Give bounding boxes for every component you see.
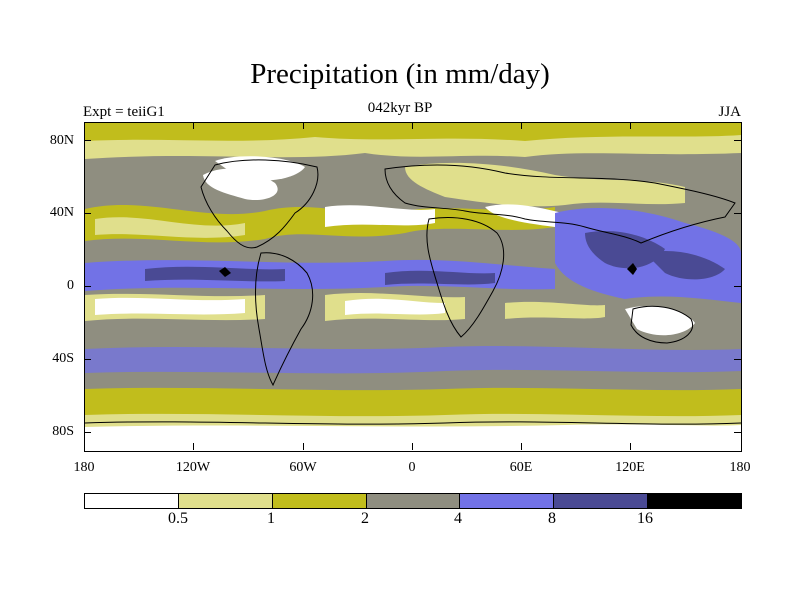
colorbar-swatch — [85, 494, 179, 508]
field-8-16-itcz-atlantic — [385, 270, 495, 285]
dry-se-pacific — [95, 297, 245, 315]
lat-tick — [84, 140, 91, 141]
field-8-16-west-pacific — [645, 250, 725, 280]
lat-tick — [734, 213, 741, 214]
colorbar — [84, 493, 742, 509]
lat-tick — [84, 286, 91, 287]
lon-tick — [630, 122, 631, 129]
lat-tick — [734, 432, 741, 433]
field-16plus-itcz — [219, 267, 231, 277]
coast-australia — [630, 305, 693, 344]
dry-north-america — [203, 168, 278, 201]
lon-tick — [303, 443, 304, 450]
field-4-8-sh-stormtrack — [85, 346, 741, 374]
lat-tick — [84, 432, 91, 433]
coast-antarctica — [85, 421, 741, 425]
field-8-16-itcz-pacific — [145, 266, 285, 282]
dry-sh-atlantic — [345, 298, 445, 315]
colorbar-swatch — [272, 494, 367, 508]
colorbar-swatch — [178, 494, 273, 508]
experiment-label: Expt = teiiG1 — [83, 104, 165, 120]
lon-tick — [193, 443, 194, 450]
field-0.5-1-eurasia — [405, 162, 685, 207]
time-label: 042kyr BP — [367, 100, 433, 116]
colorbar-label-0.5: 0.5 — [168, 510, 188, 527]
lat-label-0: 0 — [67, 278, 74, 293]
field-0.5-1-nh-pacific — [95, 217, 245, 238]
field-1-2-southern-ocean — [85, 387, 741, 423]
lat-tick — [84, 213, 91, 214]
field-8-16-bay-of-bengal — [585, 230, 665, 269]
dry-australia — [625, 305, 695, 336]
colorbar-swatch — [554, 494, 649, 508]
lat-label-80n: 80N — [49, 133, 74, 148]
lat-tick — [734, 359, 741, 360]
lon-tick — [521, 122, 522, 129]
colorbar-label-2: 2 — [361, 510, 369, 527]
colorbar-label-4: 4 — [454, 510, 462, 527]
lon-label-60e: 60E — [509, 460, 533, 475]
lat-label-80s: 80S — [52, 424, 74, 439]
map-plot-area — [84, 122, 742, 452]
lon-tick — [412, 122, 413, 129]
lon-tick — [412, 443, 413, 450]
colorbar-label-1: 1 — [267, 510, 275, 527]
lon-label-0: 0 — [408, 460, 416, 475]
field-0.5-1-south-indian — [505, 301, 605, 319]
colorbar-swatch — [460, 494, 555, 508]
lon-label-120w: 120W — [175, 460, 211, 475]
lat-tick — [734, 286, 741, 287]
colorbar-label-16: 16 — [637, 510, 653, 527]
coast-south-america — [255, 252, 314, 387]
lon-label-180w: 180 — [73, 460, 95, 475]
lat-label-40s: 40S — [52, 351, 74, 366]
colorbar-swatch — [648, 494, 742, 508]
colorbar-label-8: 8 — [548, 510, 556, 527]
lon-tick — [193, 122, 194, 129]
lon-tick — [521, 443, 522, 450]
dry-antarctica — [85, 424, 741, 451]
lon-label-120e: 120E — [615, 460, 645, 475]
precipitation-map — [85, 123, 741, 451]
lon-tick — [630, 443, 631, 450]
field-16plus-indochina — [627, 263, 637, 275]
coast-eurasia — [384, 164, 736, 244]
colorbar-swatch — [366, 494, 461, 508]
plot-title: Precipitation (in mm/day) — [250, 58, 550, 90]
dry-north-atlantic — [325, 205, 435, 227]
coast-north-america — [200, 159, 319, 249]
lat-label-40n: 40N — [49, 205, 74, 220]
season-label: JJA — [718, 104, 741, 120]
field-1-2-arctic — [85, 123, 741, 141]
lon-label-180e: 180 — [729, 460, 751, 475]
coast-africa — [426, 217, 505, 338]
lon-tick — [303, 122, 304, 129]
coastlines — [85, 159, 741, 425]
lat-tick — [734, 140, 741, 141]
lat-tick — [84, 359, 91, 360]
lon-label-60w: 60W — [289, 460, 317, 475]
